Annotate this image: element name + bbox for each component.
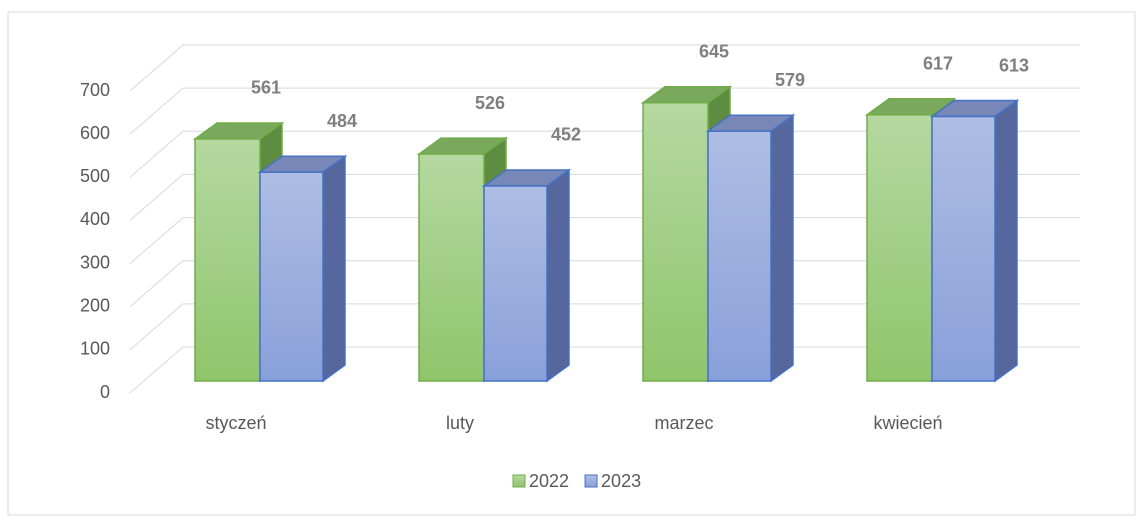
data-label: 613: [999, 55, 1029, 75]
x-tick-label: styczeń: [205, 413, 266, 433]
legend-swatch: [584, 474, 598, 488]
y-tick-label: 200: [80, 295, 110, 315]
y-tick-label: 700: [80, 80, 110, 100]
y-tick-label: 400: [80, 209, 110, 229]
legend-label: 2023: [601, 471, 641, 491]
bar: [194, 138, 261, 382]
bar: [931, 115, 996, 382]
y-tick-label: 100: [80, 339, 110, 359]
bar-side: [546, 168, 570, 383]
data-label: 561: [251, 78, 281, 98]
bar-side: [994, 99, 1018, 383]
x-tick-label: luty: [446, 413, 474, 433]
grid-line: [129, 44, 1080, 92]
x-tick-label: marzec: [654, 413, 713, 433]
y-tick-label: 0: [100, 382, 110, 402]
x-tick-label: kwiecień: [873, 413, 942, 433]
grid-line: [129, 87, 1080, 135]
legend-swatch: [512, 474, 526, 488]
data-label: 617: [923, 54, 953, 74]
y-tick-label: 500: [80, 166, 110, 186]
bar: [483, 185, 548, 382]
data-label: 484: [327, 111, 357, 131]
y-tick-label: 300: [80, 252, 110, 272]
bar-side: [322, 154, 346, 383]
data-label: 579: [775, 70, 805, 90]
bar: [259, 171, 324, 382]
bar: [418, 153, 485, 382]
legend-label: 2022: [529, 471, 569, 491]
y-tick-label: 600: [80, 123, 110, 143]
data-label: 526: [475, 93, 505, 113]
bar-side: [770, 113, 794, 383]
data-label: 452: [551, 125, 581, 145]
data-label: 645: [699, 41, 729, 61]
bar: [866, 114, 933, 382]
bar: [642, 101, 709, 382]
bar: [707, 130, 772, 382]
